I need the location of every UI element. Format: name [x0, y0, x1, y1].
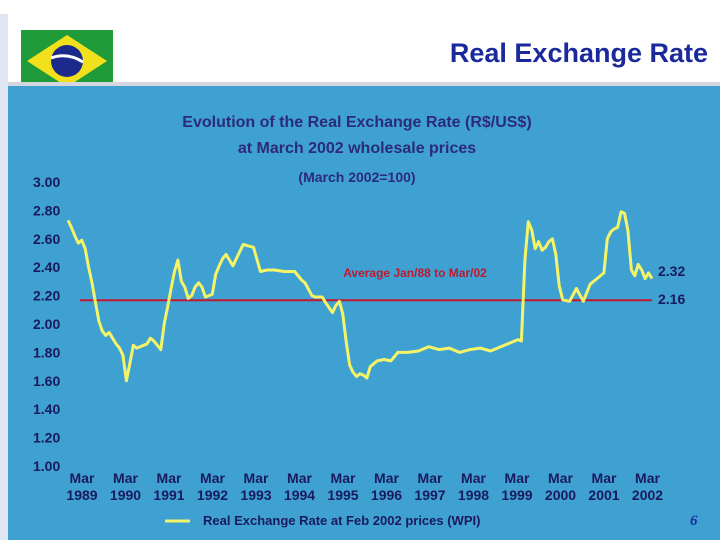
x-tick-month: Mar — [200, 470, 225, 486]
x-tick-month: Mar — [374, 470, 399, 486]
x-tick-month: Mar — [592, 470, 617, 486]
y-tick-label: 1.80 — [33, 344, 60, 360]
x-tick-year: 1990 — [110, 487, 141, 503]
brazil-flag-icon — [21, 30, 113, 92]
series-line — [66, 210, 654, 383]
chart-base-note: (March 2002=100) — [298, 169, 415, 185]
x-tick-year: 1997 — [414, 487, 445, 503]
last-value-label: 2.32 — [658, 263, 685, 279]
x-tick-month: Mar — [461, 470, 486, 486]
page-number: 6 — [690, 513, 698, 529]
chart-subtitle: at March 2002 wholesale prices — [238, 140, 476, 157]
x-tick-year: 1994 — [284, 487, 315, 503]
x-tick-year: 1996 — [371, 487, 402, 503]
y-tick-label: 1.60 — [33, 373, 60, 389]
x-tick-month: Mar — [505, 470, 530, 486]
y-tick-label: 1.20 — [33, 430, 60, 446]
y-axis-ticks: 3.00 2.80 2.60 2.40 2.20 2.00 1.80 1.60 1.40 1.20… — [33, 174, 60, 474]
legend-label: Real Exchange Rate at Feb 2002 prices (W… — [203, 513, 480, 528]
y-tick-label: 1.40 — [33, 401, 60, 417]
x-tick-year: 1991 — [153, 487, 184, 503]
x-tick-month: Mar — [157, 470, 182, 486]
x-tick-month: Mar — [70, 470, 95, 486]
x-tick-month: Mar — [635, 470, 660, 486]
x-tick-year: 1995 — [327, 487, 358, 503]
x-tick-year: 1999 — [501, 487, 532, 503]
y-tick-label: 2.80 — [33, 202, 60, 218]
y-tick-label: 2.60 — [33, 231, 60, 247]
y-tick-label: 2.40 — [33, 259, 60, 275]
x-tick-year: 1998 — [458, 487, 489, 503]
chart-panel — [0, 86, 720, 540]
x-tick-month: Mar — [548, 470, 573, 486]
slide-title: Real Exchange Rate — [449, 38, 708, 68]
x-tick-year: 1989 — [66, 487, 97, 503]
x-tick-year: 2001 — [588, 487, 619, 503]
average-label: Average Jan/88 to Mar/02 — [343, 266, 487, 280]
x-tick-month: Mar — [287, 470, 312, 486]
side-stripe — [0, 14, 8, 540]
chart-title: Evolution of the Real Exchange Rate (R$/… — [182, 114, 531, 131]
x-tick-month: Mar — [113, 470, 138, 486]
x-axis-ticks: Mar1989Mar1990Mar1991Mar1992Mar1993Mar19… — [66, 470, 663, 503]
header-divider — [0, 82, 720, 86]
x-tick-month: Mar — [244, 470, 269, 486]
slide-header: Real Exchange Rate — [0, 0, 720, 92]
y-tick-label: 3.00 — [33, 174, 60, 190]
x-tick-month: Mar — [331, 470, 356, 486]
average-value-label: 2.16 — [658, 291, 685, 307]
y-tick-label: 2.20 — [33, 288, 60, 304]
x-tick-year: 1993 — [240, 487, 271, 503]
x-tick-year: 1992 — [197, 487, 228, 503]
y-tick-label: 2.00 — [33, 316, 60, 332]
x-tick-year: 2000 — [545, 487, 576, 503]
y-tick-label: 1.00 — [33, 458, 60, 474]
x-tick-year: 2002 — [632, 487, 663, 503]
x-tick-month: Mar — [418, 470, 443, 486]
